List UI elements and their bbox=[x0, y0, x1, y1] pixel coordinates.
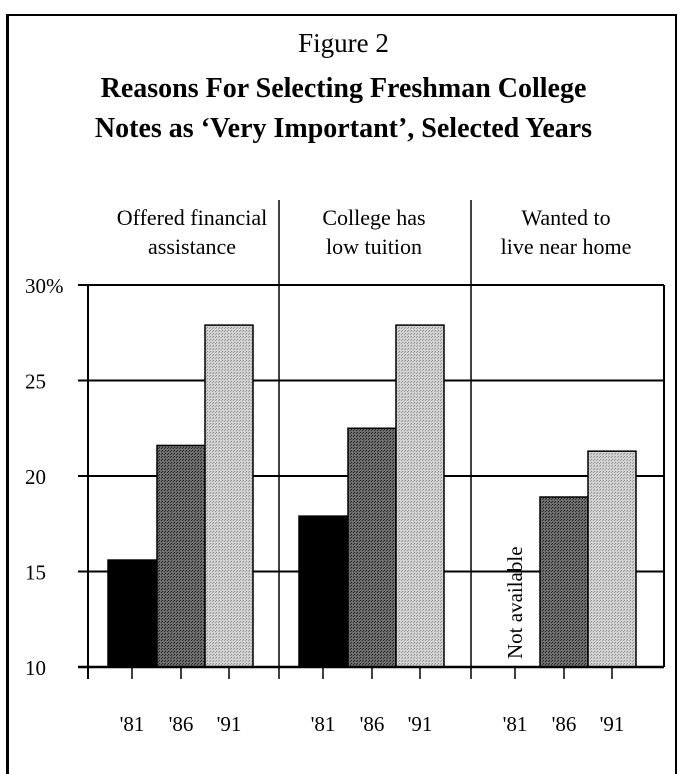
x-tick-label-panel3-y91: '91 bbox=[600, 712, 625, 736]
chart-title: Reasons For Selecting Freshman College N… bbox=[0, 69, 687, 149]
x-tick-label-panel1-y86: '86 bbox=[169, 712, 194, 736]
panel-title-financial-assistance: Offered financial assistance bbox=[97, 203, 287, 261]
y-tick-label-25: 25 bbox=[25, 370, 46, 394]
bar-panel2-y86 bbox=[347, 427, 397, 668]
y-tick-label-30: 30% bbox=[25, 274, 64, 298]
panel-title-financial-assistance-line-2: assistance bbox=[148, 234, 236, 259]
x-tick-label-panel1-y81: '81 bbox=[120, 712, 145, 736]
panel-title-low-tuition-line-2: low tuition bbox=[326, 234, 422, 259]
figure-label: Figure 2 bbox=[298, 28, 389, 58]
panel-title-low-tuition: College has low tuition bbox=[279, 203, 469, 261]
y-tick-label-15: 15 bbox=[25, 561, 46, 585]
x-tick-label-panel3-y86: '86 bbox=[552, 712, 577, 736]
x-tick-label-panel2-y91: '91 bbox=[408, 712, 433, 736]
bar-panel1-y91 bbox=[204, 324, 254, 668]
panel-title-financial-assistance-line-1: Offered financial bbox=[116, 205, 268, 230]
figure-frame bbox=[6, 14, 677, 774]
bar-panel2-y91 bbox=[395, 324, 445, 668]
bar-panel2-y81 bbox=[298, 515, 348, 668]
bar-panel3-y86 bbox=[539, 496, 589, 668]
bar-panel1-y86 bbox=[156, 444, 206, 668]
x-tick-label-panel3-y81: '81 bbox=[503, 712, 528, 736]
y-tick-label-10: 10 bbox=[25, 656, 46, 680]
x-tick-label-panel1-y91: '91 bbox=[217, 712, 242, 736]
panel-title-near-home-line-2: live near home bbox=[500, 234, 632, 259]
panel-title-low-tuition-line-1: College has bbox=[322, 205, 426, 230]
x-tick-label-panel2-y81: '81 bbox=[311, 712, 336, 736]
bar-panel3-y91 bbox=[587, 450, 637, 668]
panel-title-near-home-line-1: Wanted to bbox=[521, 205, 611, 230]
x-tick-label-panel2-y86: '86 bbox=[360, 712, 385, 736]
bar-panel1-y81 bbox=[107, 559, 157, 668]
y-tick-label-20: 20 bbox=[25, 465, 46, 489]
chart-title-line-2: Notes as ‘Very Important’, Selected Year… bbox=[94, 113, 593, 144]
panel-title-near-home: Wanted to live near home bbox=[471, 203, 661, 261]
annotation-not-available: Not available bbox=[503, 546, 527, 659]
chart-title-line-1: Reasons For Selecting Freshman College bbox=[100, 73, 587, 104]
